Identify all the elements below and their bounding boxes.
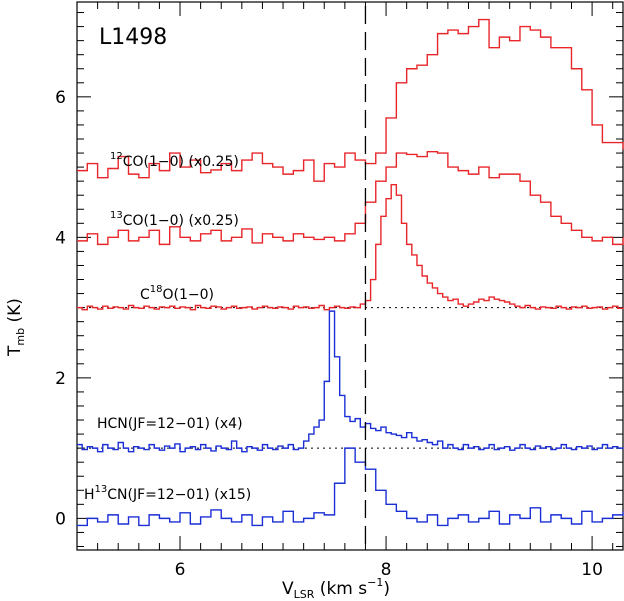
spectra-lines xyxy=(77,6,624,550)
series-line xyxy=(77,183,624,311)
x-axis-label: VLSR (km s−1) xyxy=(282,576,390,601)
chart-title: L1498 xyxy=(99,25,167,50)
series-label: 13CO(1−0) (x0.25) xyxy=(110,210,239,229)
x-tick-label: 10 xyxy=(581,560,603,580)
y-tick-label: 4 xyxy=(55,228,66,248)
plot-frame xyxy=(76,1,624,551)
x-tick-label: 6 xyxy=(175,560,186,580)
axis-ticks: 6 8 10 0 2 4 6 xyxy=(55,2,623,580)
y-tick-label: 2 xyxy=(55,369,66,389)
series-label: H13CN(JF=12−01) (x15) xyxy=(84,484,251,503)
y-tick-label: 0 xyxy=(55,509,66,529)
series-line xyxy=(77,18,624,182)
series-line xyxy=(77,447,624,527)
x-tick-label: 8 xyxy=(381,560,392,580)
series-label: C18O(1−0) xyxy=(140,284,214,303)
series-labels: 12CO(1−0) (x0.25) 13CO(1−0) (x0.25) C18O(1… xyxy=(84,151,251,503)
y-axis-label: Tmb (K) xyxy=(5,298,27,357)
series-label: 12CO(1−0) (x0.25) xyxy=(110,151,239,170)
series-line xyxy=(77,150,624,246)
series-label: HCN(JF=12−01) (x4) xyxy=(97,416,243,432)
y-tick-label: 6 xyxy=(55,88,66,108)
series-line xyxy=(77,310,624,453)
